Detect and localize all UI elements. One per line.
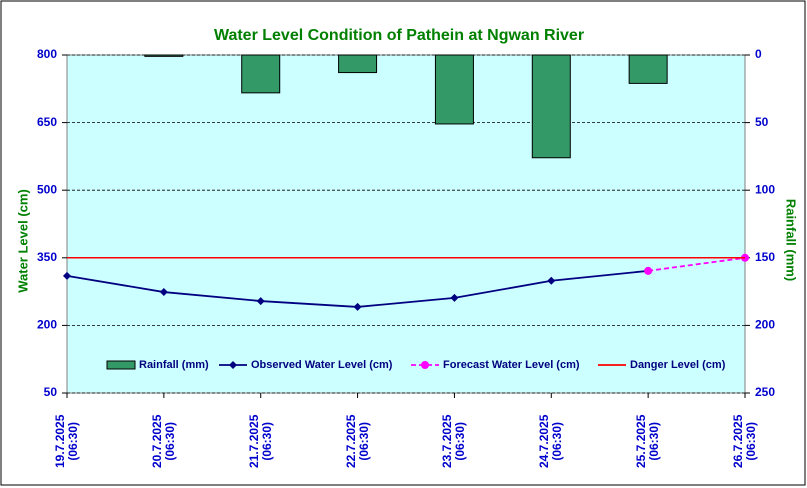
marker [450,293,459,302]
chart-title: Water Level Condition of Pathein at Ngwa… [214,27,584,44]
y2-tick-label: 200 [755,318,775,332]
series-line [648,256,746,272]
rainfall-bar [531,54,571,159]
y-axis-label: Water Level (cm) [15,189,30,293]
marker [256,297,265,306]
legend-marker [229,361,237,369]
legend-marker [421,361,429,369]
x-tick-label: 22.7.2025 (06:30) [343,414,371,468]
x-tick-label: 20.7.2025 (06:30) [149,414,177,468]
x-tick-label: 23.7.2025 (06:30) [440,414,468,468]
y-tick-label: 200 [37,318,57,332]
y-tick-label: 350 [37,250,57,264]
x-tick-label: 24.7.2025 (06:30) [537,414,565,468]
y-tick-label: 650 [37,115,57,129]
x-tick-label: 19.7.2025 (06:30) [53,414,80,468]
y-tick-label: 50 [44,385,58,399]
y2-tick-label: 150 [755,250,775,264]
y2-axis-label: Rainfall (mm) [784,199,799,281]
marker [353,302,362,311]
rainfall-bar [338,54,378,74]
marker [63,271,71,280]
y-tick-label: 800 [37,47,57,61]
marker [159,288,168,297]
marker [547,276,556,285]
rainfall-bar [144,54,184,57]
x-tick-label: 21.7.2025 (06:30) [246,414,274,468]
rainfall-bar [628,54,668,84]
y2-tick-label: 0 [755,47,762,61]
legend-label: Danger Level (cm) [630,359,726,371]
marker [644,266,653,275]
legend-label: Observed Water Level (cm) [251,359,393,371]
legend-label: Rainfall (mm) [139,359,209,371]
rainfall-bar [434,54,474,125]
legend-label: Forecast Water Level (cm) [443,359,580,371]
y2-tick-label: 100 [755,182,775,196]
y2-tick-label: 50 [755,115,769,129]
x-tick-label: 26.7.2025 (06:30) [731,414,758,468]
y2-tick-label: 250 [755,385,775,399]
legend-swatch [106,360,136,370]
plot-area [66,54,746,394]
y-tick-label: 500 [37,182,57,196]
x-tick-label: 25.7.2025 (06:30) [634,414,662,468]
rainfall-bar [241,54,281,94]
